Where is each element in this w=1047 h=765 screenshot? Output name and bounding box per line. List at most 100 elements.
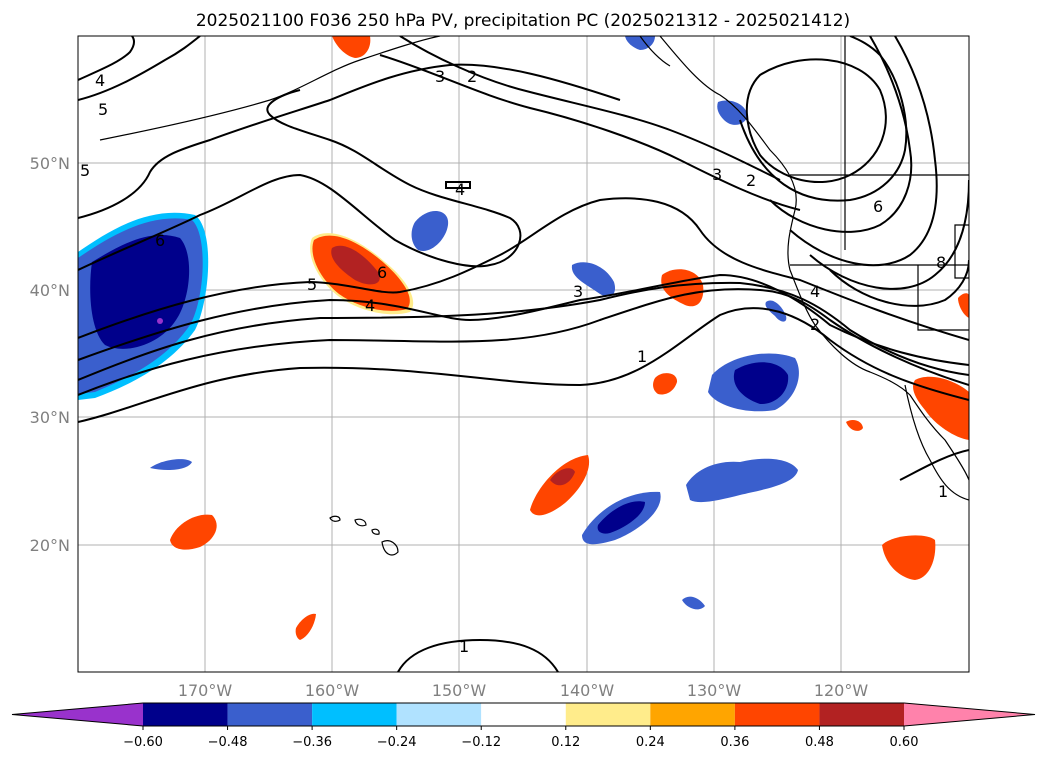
precip-positive-area [332,36,371,58]
contour-label: 4 [810,282,820,301]
lat-label: 30°N [30,408,70,427]
pv-contour-small [445,181,471,189]
lon-label: 140°W [560,681,615,700]
contour-label: 3 [435,67,445,86]
contour-label: 1 [459,637,469,656]
contour-label: 8 [936,253,946,272]
precip-negative-area [571,262,616,297]
pv-contour-ring-b [739,36,908,202]
colorbar-segment [650,703,735,726]
colorbar-tick-label: −0.36 [292,735,332,750]
precip-positive-area [653,373,678,395]
colorbar-tick-label: 0.36 [720,735,749,750]
colorbar-segment [734,703,820,726]
colorbar-tick-label: −0.24 [377,735,417,750]
contour-label: 2 [810,315,820,334]
colorbar [11,702,1036,727]
lon-label: 160°W [305,681,360,700]
contour-label: 5 [80,161,90,180]
pv-contour-se [899,449,969,481]
contour-labels: 4 5 2 3 3 2 4 3 2 6 5 6 4 3 1 4 2 8 1 1 [80,67,948,656]
precip-positive-area [295,613,316,640]
lat-label: 50°N [30,154,70,173]
colorbar-tick-label: −0.12 [461,735,501,750]
precip-min-spot [157,318,163,324]
contour-label: 6 [873,197,883,216]
colorbar-segment [819,703,904,726]
map-frame [77,35,970,673]
lat-label: 40°N [30,281,70,300]
pv-contour-south [397,638,559,672]
precip-positive-area [913,376,969,440]
colorbar-tick-label: 0.60 [890,735,919,750]
pv-contour-5b [78,36,201,101]
pv-contours [78,36,969,672]
precip-positive-area [846,420,863,431]
precip-fill [78,36,969,640]
pv-contour-1 [78,307,969,423]
pv-contour-ring-e [809,179,969,290]
contour-label: 1 [938,482,948,501]
lon-label: 120°W [814,681,869,700]
precip-positive-core [331,245,380,285]
colorbar-tick-label: 0.24 [636,735,665,750]
contour-label: 2 [467,67,477,86]
pv-contour-5 [78,197,969,341]
contour-label: 3 [573,282,583,301]
contour-label: 2 [746,171,756,190]
colorbar-segment [227,703,313,726]
contour-label: 1 [637,347,647,366]
pv-contour-ring-a [745,58,887,183]
lon-label: 150°W [432,681,487,700]
precip-positive-area [958,293,969,318]
colorbar-tick-label: 0.12 [551,735,580,750]
contour-label: 6 [155,231,165,250]
contour-label: 6 [377,263,387,282]
colorbar-segment [312,703,397,726]
colorbar-tick-label: 0.48 [805,735,834,750]
colorbar-segment [143,703,228,726]
pv-contour-4b [78,63,621,219]
pv-contour-6 [78,89,522,271]
contour-label: 4 [95,71,105,90]
contour-label: 5 [307,275,317,294]
colorbar-segment [481,703,566,726]
precip-negative-area [733,362,789,405]
map-panel: 4 5 2 3 3 2 4 3 2 6 5 6 4 3 1 4 2 8 1 1 [77,35,970,673]
precip-positive-area [882,535,936,580]
pv-contour-ring-f [829,259,969,307]
colorbar-extend-low [12,703,143,726]
pv-contour-2 [78,288,969,396]
precip-positive-core [550,468,575,486]
pv-contour-ring-c [769,36,913,233]
map-background [78,36,969,672]
precip-negative-area [682,596,705,610]
precip-negative-area [411,211,449,251]
lon-labels: 170°W 160°W 150°W 140°W 130°W 120°W [178,681,869,700]
precip-negative-area [150,459,192,470]
pv-contour-3b [379,54,801,211]
lat-label: 20°N [30,536,70,555]
pv-contour-4 [78,273,969,366]
contour-label: 4 [455,180,465,199]
precip-negative-area [717,100,748,125]
precip-positive-area [170,514,217,550]
precip-negative-area [597,501,645,534]
contour-label: 3 [712,165,722,184]
pv-contour-4c [78,36,136,81]
pv-contour-3 [78,281,969,381]
colorbar-segment [565,703,651,726]
figure-title: 2025021100 F036 250 hPa PV, precipitatio… [196,11,850,31]
precip-negative-area [686,458,798,503]
lat-labels: 50°N 40°N 30°N 20°N [30,154,70,555]
contour-label: 5 [98,100,108,119]
lon-label: 170°W [178,681,233,700]
colorbar-ticks: −0.60 −0.48 −0.36 −0.24 −0.12 0.12 0.24 0.36 0.4… [123,726,918,750]
colorbar-tick-label: −0.48 [208,735,248,750]
precip-negative-area [90,235,190,349]
pv-contour-ring-d [789,36,938,267]
pv-contour-2b [399,36,781,181]
colorbar-segment [396,703,482,726]
colorbar-extend-high [904,703,1035,726]
